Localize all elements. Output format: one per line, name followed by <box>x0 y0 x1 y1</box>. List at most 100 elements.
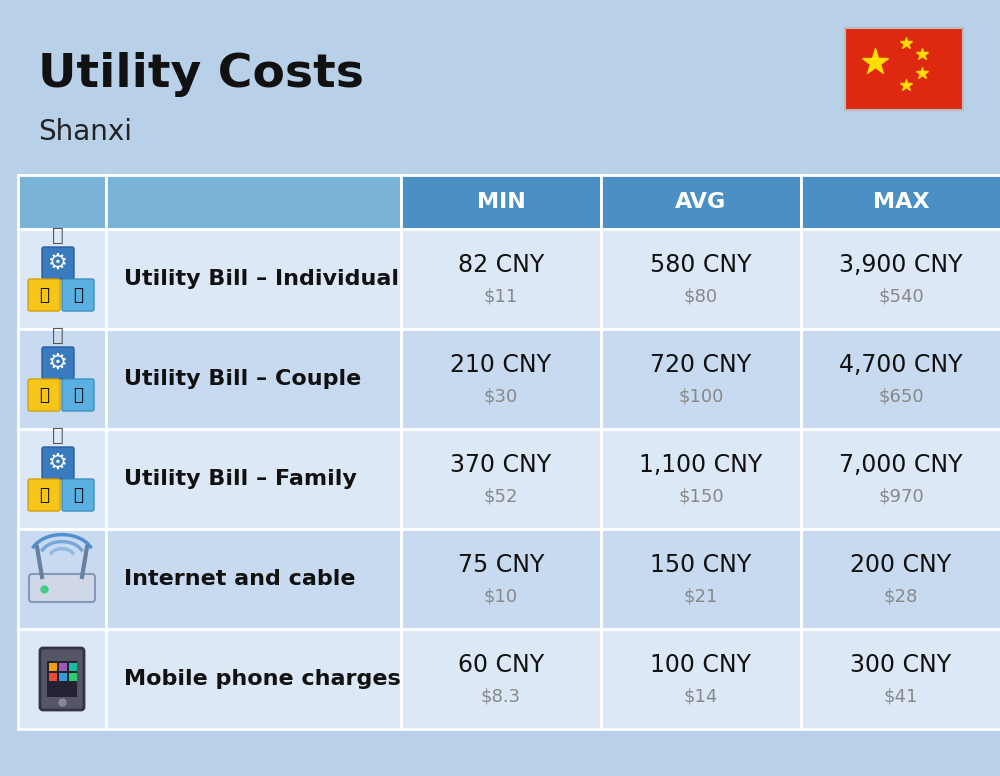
Text: 150 CNY: 150 CNY <box>650 553 752 577</box>
Bar <box>601 429 801 529</box>
Text: MAX: MAX <box>873 192 929 212</box>
Bar <box>106 329 401 429</box>
Text: 💧: 💧 <box>73 486 83 504</box>
FancyBboxPatch shape <box>28 479 60 511</box>
Text: 👤: 👤 <box>52 325 64 345</box>
Bar <box>106 529 401 629</box>
Text: 7,000 CNY: 7,000 CNY <box>839 453 963 477</box>
Bar <box>801 429 1000 529</box>
Bar <box>106 429 401 529</box>
Text: 🔌: 🔌 <box>39 386 49 404</box>
Text: ⚙: ⚙ <box>48 253 68 273</box>
FancyBboxPatch shape <box>28 279 60 311</box>
FancyBboxPatch shape <box>42 447 74 479</box>
Text: 👤: 👤 <box>52 226 64 244</box>
Bar <box>601 175 801 229</box>
Bar <box>401 429 601 529</box>
FancyBboxPatch shape <box>29 574 95 602</box>
Bar <box>106 175 401 229</box>
Bar <box>59 673 67 681</box>
Text: $14: $14 <box>684 688 718 706</box>
Text: 💧: 💧 <box>73 286 83 304</box>
Text: Utility Bill – Couple: Utility Bill – Couple <box>124 369 361 389</box>
Bar <box>49 673 57 681</box>
Text: 3,900 CNY: 3,900 CNY <box>839 253 963 277</box>
FancyBboxPatch shape <box>40 648 84 710</box>
Text: 60 CNY: 60 CNY <box>458 653 544 677</box>
Bar <box>59 663 67 671</box>
Text: 🔌: 🔌 <box>39 286 49 304</box>
Text: $30: $30 <box>484 388 518 406</box>
Bar <box>801 529 1000 629</box>
Text: $8.3: $8.3 <box>481 688 521 706</box>
Bar <box>18 429 106 529</box>
Text: 720 CNY: 720 CNY <box>650 353 752 377</box>
Text: 370 CNY: 370 CNY <box>450 453 552 477</box>
Bar <box>601 529 801 629</box>
Text: 75 CNY: 75 CNY <box>458 553 544 577</box>
Bar <box>18 175 106 229</box>
FancyBboxPatch shape <box>62 479 94 511</box>
Text: Utility Bill – Family: Utility Bill – Family <box>124 469 357 489</box>
Text: 200 CNY: 200 CNY <box>850 553 952 577</box>
Text: AVG: AVG <box>675 192 727 212</box>
Text: 👤: 👤 <box>52 425 64 445</box>
Text: $11: $11 <box>484 288 518 306</box>
Bar <box>601 229 801 329</box>
Bar <box>69 663 77 671</box>
Bar <box>401 329 601 429</box>
Bar <box>845 28 963 110</box>
Text: $21: $21 <box>684 588 718 606</box>
Bar <box>801 329 1000 429</box>
Text: Utility Costs: Utility Costs <box>38 52 364 97</box>
Text: 82 CNY: 82 CNY <box>458 253 544 277</box>
Text: $80: $80 <box>684 288 718 306</box>
Bar <box>69 673 77 681</box>
Bar <box>106 229 401 329</box>
Text: Mobile phone charges: Mobile phone charges <box>124 669 401 689</box>
Text: $970: $970 <box>878 488 924 506</box>
Text: $650: $650 <box>878 388 924 406</box>
Text: MIN: MIN <box>477 192 525 212</box>
Bar <box>106 629 401 729</box>
Bar <box>18 529 106 629</box>
Bar <box>801 229 1000 329</box>
Bar <box>18 629 106 729</box>
Text: 🔌: 🔌 <box>39 486 49 504</box>
Bar <box>401 229 601 329</box>
FancyBboxPatch shape <box>42 347 74 379</box>
Bar <box>401 175 601 229</box>
Text: 4,700 CNY: 4,700 CNY <box>839 353 963 377</box>
Text: $52: $52 <box>484 488 518 506</box>
FancyBboxPatch shape <box>28 379 60 411</box>
Text: $540: $540 <box>878 288 924 306</box>
FancyBboxPatch shape <box>42 247 74 279</box>
FancyBboxPatch shape <box>62 379 94 411</box>
Text: $41: $41 <box>884 688 918 706</box>
Text: Shanxi: Shanxi <box>38 118 132 146</box>
Bar <box>801 629 1000 729</box>
FancyBboxPatch shape <box>62 279 94 311</box>
Bar <box>47 661 77 697</box>
Text: ⚙: ⚙ <box>48 453 68 473</box>
Text: Utility Bill – Individual: Utility Bill – Individual <box>124 269 399 289</box>
Bar <box>401 629 601 729</box>
Text: 💧: 💧 <box>73 386 83 404</box>
Text: 580 CNY: 580 CNY <box>650 253 752 277</box>
Bar <box>49 663 57 671</box>
Text: $150: $150 <box>678 488 724 506</box>
Bar <box>801 175 1000 229</box>
Bar <box>18 329 106 429</box>
Text: $28: $28 <box>884 588 918 606</box>
Text: 210 CNY: 210 CNY <box>450 353 552 377</box>
Bar <box>601 629 801 729</box>
Bar <box>601 329 801 429</box>
Text: $10: $10 <box>484 588 518 606</box>
Text: Internet and cable: Internet and cable <box>124 569 356 589</box>
Text: 300 CNY: 300 CNY <box>850 653 952 677</box>
Bar <box>18 229 106 329</box>
Text: ⚙: ⚙ <box>48 353 68 373</box>
Text: 1,100 CNY: 1,100 CNY <box>639 453 763 477</box>
Bar <box>401 529 601 629</box>
Text: 100 CNY: 100 CNY <box>650 653 752 677</box>
